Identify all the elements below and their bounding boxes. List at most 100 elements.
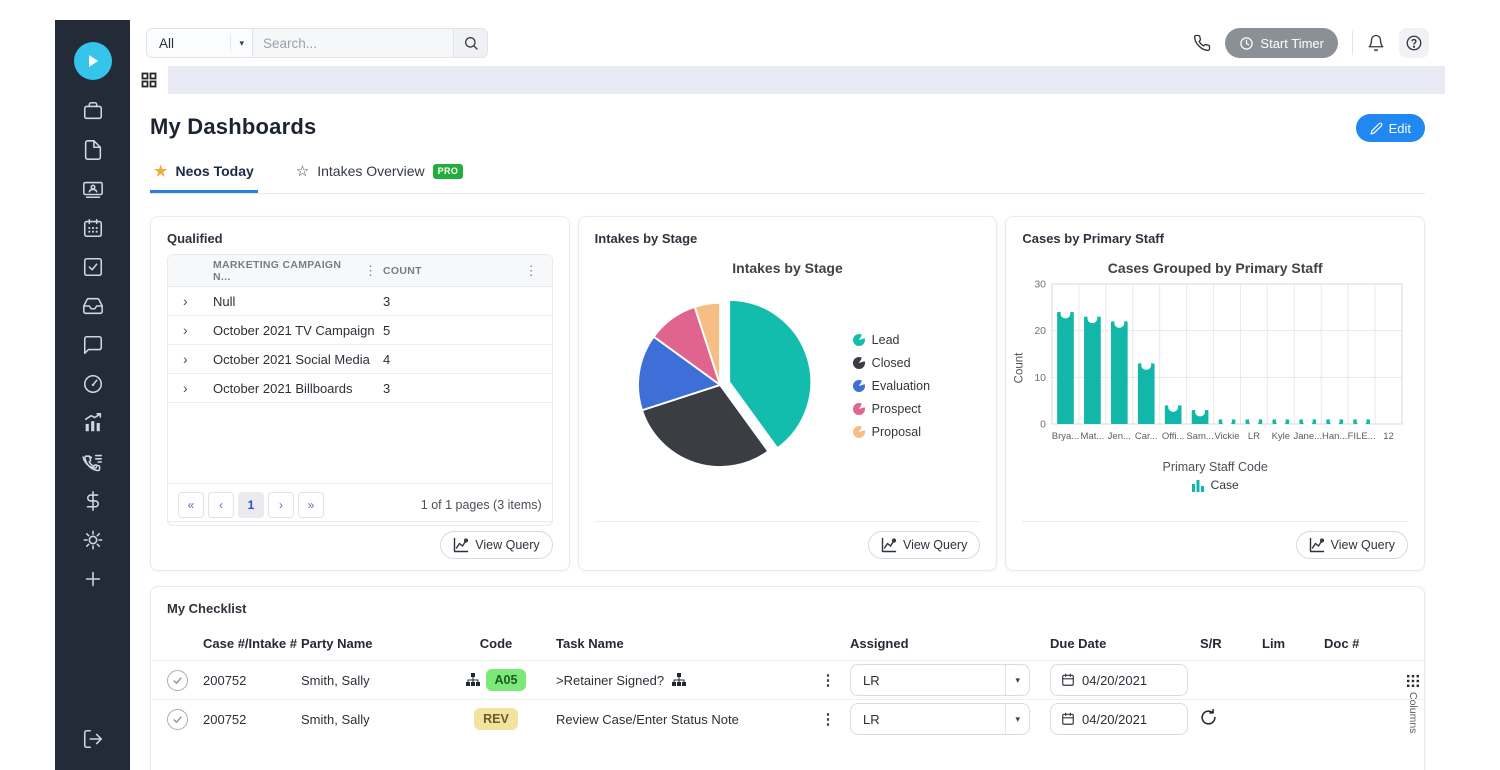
view-query-button[interactable]: View Query (440, 531, 553, 559)
pie-legend-item[interactable]: Proposal (852, 425, 930, 439)
campaign-name: October 2021 Billboards (213, 380, 353, 396)
column-menu-icon[interactable]: ⋮ (364, 262, 377, 278)
pie-legend: Lead Closed Evaluation Prospect Proposal (852, 333, 930, 439)
complete-task-checkbox[interactable] (167, 708, 188, 730)
assigned-select[interactable]: LR ▾ (850, 703, 1030, 735)
pie-slice-lead[interactable] (727, 298, 812, 450)
column-header-count[interactable]: COUNT ⋮ (383, 263, 552, 279)
pie-legend-swatch-icon (852, 379, 865, 392)
table-row[interactable]: › October 2021 TV Campaign 5 (168, 316, 552, 345)
pie-slice-closed[interactable] (640, 383, 770, 468)
expand-chevron-icon[interactable]: › (183, 380, 188, 396)
sidebar-item-documents[interactable] (82, 139, 104, 161)
sidebar-item-intake-inbox[interactable] (82, 295, 104, 317)
bar-Offi...[interactable] (1165, 405, 1182, 424)
pager-next-button[interactable]: › (268, 491, 294, 518)
bar-Mat...[interactable] (1084, 316, 1102, 424)
bar-legend[interactable]: Case (1006, 478, 1424, 492)
start-timer-label: Start Timer (1260, 35, 1324, 51)
column-header-campaign[interactable]: MARKETING CAMPAIGN N... ⋮ (168, 259, 383, 283)
column-menu-icon[interactable]: ⋮ (524, 262, 538, 278)
task-name[interactable]: Review Case/Enter Status Note (556, 711, 739, 727)
complete-task-checkbox[interactable] (167, 669, 188, 691)
apps-grid-button[interactable] (130, 66, 168, 94)
pie-legend-label: Closed (871, 355, 911, 370)
pie-legend-item[interactable]: Prospect (852, 402, 930, 416)
phone-button[interactable] (1193, 34, 1211, 52)
pie-plot[interactable] (617, 278, 827, 493)
search-button[interactable] (453, 29, 487, 57)
pager-last-button[interactable]: » (298, 491, 324, 518)
view-query-button[interactable]: View Query (867, 531, 981, 559)
start-timer-button[interactable]: Start Timer (1225, 28, 1338, 58)
assigned-select[interactable]: LR ▾ (850, 664, 1030, 696)
bar-Car...[interactable] (1138, 363, 1155, 424)
sidebar-item-billing[interactable] (82, 490, 104, 512)
table-row[interactable]: › October 2021 Social Media 4 (168, 345, 552, 374)
hierarchy-icon[interactable] (672, 673, 687, 687)
row-menu-icon[interactable]: ⋮ (820, 711, 836, 728)
neos-logo-icon[interactable] (73, 42, 112, 80)
pie-legend-item[interactable]: Lead (852, 333, 930, 347)
search-input[interactable] (253, 29, 453, 57)
help-button[interactable] (1399, 28, 1429, 58)
column-header: Party Name (301, 635, 373, 651)
table-row[interactable]: › Null 3 (168, 287, 552, 316)
widgets-row: Qualified MARKETING CAMPAIGN N... ⋮ COUN… (150, 216, 1426, 571)
sidebar-item-dashboards[interactable] (82, 373, 104, 395)
sidebar-item-messages[interactable] (82, 334, 104, 356)
pie-slice-proposal[interactable] (693, 301, 721, 386)
widget-footer: View Query (1022, 521, 1409, 570)
view-query-button[interactable]: View Query (1295, 531, 1409, 559)
notifications-button[interactable] (1367, 34, 1385, 52)
columns-control[interactable]: Columns (1407, 675, 1419, 733)
open-tabs-strip[interactable] (168, 66, 1445, 94)
sidebar-item-call-log[interactable] (81, 451, 104, 473)
pager-prev-button[interactable]: ‹ (208, 491, 234, 518)
row-menu-icon[interactable]: ⋮ (820, 672, 836, 689)
task-code-badge[interactable]: REV (474, 708, 518, 730)
star-outline-icon[interactable]: ☆ (295, 163, 310, 180)
tab-intakes-overview[interactable]: ☆ Intakes Overview PRO (292, 158, 468, 193)
pager-page-1-button[interactable]: 1 (238, 491, 264, 518)
column-header: Doc # (1324, 635, 1360, 651)
star-filled-icon[interactable]: ★ (154, 163, 168, 180)
task-name[interactable]: >Retainer Signed? (556, 672, 665, 688)
sidebar-item-reports[interactable] (82, 412, 104, 434)
bar-legend-label: Case (1210, 478, 1239, 492)
tab-neos-today[interactable]: ★ Neos Today (150, 158, 258, 193)
sidebar-item-settings[interactable] (82, 529, 104, 551)
check-icon (173, 676, 182, 684)
logout-icon (83, 729, 102, 749)
expand-chevron-icon[interactable]: › (183, 293, 188, 309)
pie-legend-item[interactable]: Closed (852, 355, 930, 370)
edit-dashboard-button[interactable]: Edit (1355, 114, 1425, 142)
svg-text:LR: LR (1248, 431, 1260, 442)
sidebar-item-calendar[interactable] (82, 217, 104, 239)
workspace-tabstrip (130, 66, 1445, 94)
pie-legend-swatch-icon (852, 425, 865, 438)
due-date-input[interactable]: 04/20/2021 (1050, 664, 1188, 696)
column-header: Due Date (1050, 635, 1107, 651)
sidebar-item-cases[interactable] (82, 100, 104, 122)
sidebar-item-add[interactable] (82, 568, 104, 590)
pie-legend-item[interactable]: Evaluation (852, 379, 930, 393)
sidebar-item-tasks[interactable] (82, 256, 104, 278)
svg-text:FILE...: FILE... (1348, 431, 1376, 442)
pie-slice-evaluation[interactable] (636, 335, 722, 412)
hierarchy-icon[interactable] (465, 673, 480, 687)
search-scope-select[interactable]: All ▾ (147, 29, 253, 57)
pager-first-button[interactable]: « (178, 491, 204, 518)
bar-plot[interactable]: Count 0 10 20 30 Brya... Mat... Jen... Car... Of… (1006, 276, 1424, 459)
task-code-badge[interactable]: A05 (485, 669, 527, 691)
bar-Jen...[interactable] (1111, 321, 1128, 424)
sidebar-item-logout[interactable] (82, 728, 104, 750)
sidebar-item-contacts[interactable] (82, 178, 104, 200)
expand-chevron-icon[interactable]: › (183, 351, 188, 367)
bar-Brya...[interactable] (1057, 312, 1075, 424)
table-row[interactable]: › October 2021 Billboards 3 (168, 374, 552, 403)
edit-label: Edit (1388, 120, 1411, 136)
due-date-input[interactable]: 04/20/2021 (1050, 703, 1188, 735)
expand-chevron-icon[interactable]: › (183, 322, 188, 338)
recurring-icon[interactable] (1200, 708, 1217, 726)
